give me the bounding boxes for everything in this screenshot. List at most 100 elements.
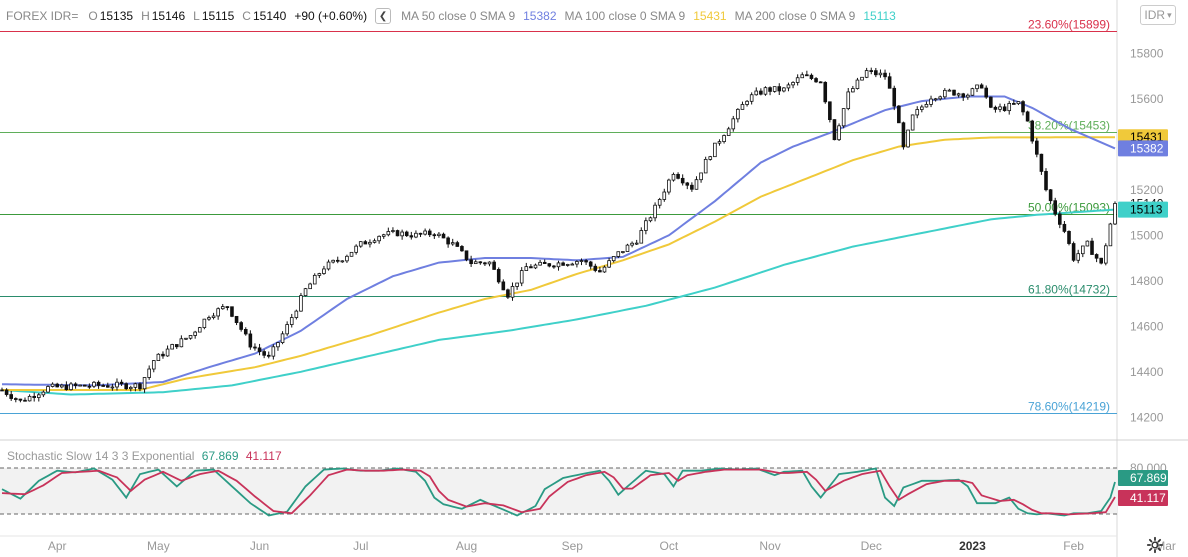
candle-body bbox=[763, 87, 768, 95]
ma200-label[interactable]: MA 200 close 0 SMA 9 bbox=[734, 9, 856, 23]
ma50-label[interactable]: MA 50 close 0 SMA 9 bbox=[401, 9, 516, 23]
candle-body bbox=[625, 244, 630, 252]
candle-body bbox=[349, 251, 354, 257]
candle-body bbox=[966, 94, 970, 98]
candle-body bbox=[262, 351, 266, 356]
candle-body bbox=[372, 240, 377, 243]
candle-body bbox=[340, 260, 345, 263]
stoch-label[interactable]: Stochastic Slow 14 3 3 Exponential bbox=[7, 449, 195, 463]
candle-body bbox=[1071, 243, 1076, 261]
candle-body bbox=[740, 104, 745, 110]
candle-body bbox=[708, 156, 713, 160]
candle-body bbox=[105, 385, 110, 388]
candle-body bbox=[1016, 101, 1021, 105]
candle-body bbox=[1025, 111, 1030, 122]
x-tick-label: Nov bbox=[759, 539, 780, 553]
candle-body bbox=[0, 389, 4, 392]
candle-body bbox=[225, 306, 230, 308]
candle-body bbox=[892, 87, 897, 107]
candle-body bbox=[998, 106, 1002, 110]
candle-body bbox=[676, 173, 680, 179]
candle-body bbox=[501, 281, 506, 291]
y-tick-label: 14800 bbox=[1130, 274, 1164, 288]
candle-body bbox=[179, 338, 184, 348]
symbol-name[interactable]: FOREX IDR= bbox=[6, 9, 79, 23]
candle-body bbox=[427, 230, 432, 236]
candle-body bbox=[299, 295, 303, 312]
candle-body bbox=[128, 386, 133, 390]
candle-body bbox=[814, 78, 818, 83]
candle-body bbox=[851, 88, 855, 93]
candle-body bbox=[9, 394, 13, 399]
candle-body bbox=[492, 261, 496, 270]
candle-body bbox=[326, 261, 331, 270]
candle-body bbox=[538, 261, 542, 266]
gear-icon[interactable] bbox=[1146, 536, 1164, 554]
open-value: 15135 bbox=[99, 9, 134, 23]
candle-body bbox=[363, 241, 368, 245]
candle-body bbox=[855, 79, 860, 89]
x-tick-label: Apr bbox=[48, 539, 67, 553]
candle-body bbox=[423, 230, 427, 235]
candle-body bbox=[759, 90, 763, 95]
candle-body bbox=[634, 242, 639, 245]
y-tick-label: 14400 bbox=[1130, 365, 1164, 379]
candle-body bbox=[602, 266, 607, 273]
candle-body bbox=[713, 142, 717, 158]
candle-body bbox=[92, 381, 96, 387]
candle-body bbox=[639, 230, 644, 244]
fib-level-label: 23.60%(15899) bbox=[1028, 18, 1110, 32]
x-tick-label: 2023 bbox=[959, 539, 986, 553]
candle-body bbox=[220, 306, 225, 310]
candle-body bbox=[170, 344, 174, 350]
chevron-down-icon: ▾ bbox=[1167, 9, 1172, 20]
chevron-left-icon[interactable]: ❮ bbox=[375, 8, 392, 24]
low-label: L bbox=[193, 9, 200, 23]
candle-body bbox=[588, 261, 593, 267]
fib-level-label: 61.80%(14732) bbox=[1028, 283, 1110, 297]
candle-body bbox=[55, 383, 59, 388]
candle-body bbox=[464, 250, 469, 261]
candle-body bbox=[432, 234, 437, 237]
candle-body bbox=[644, 220, 648, 231]
x-tick-label: Feb bbox=[1063, 539, 1084, 553]
candle-body bbox=[1062, 223, 1067, 232]
candle-body bbox=[575, 261, 579, 265]
candle-body bbox=[96, 381, 101, 386]
candle-body bbox=[147, 368, 151, 378]
currency-selector[interactable]: IDR ▾ bbox=[1140, 5, 1176, 25]
candle-body bbox=[202, 318, 207, 329]
candle-body bbox=[943, 89, 947, 98]
candle-body bbox=[133, 383, 138, 388]
candle-body bbox=[308, 283, 312, 290]
candle-body bbox=[717, 141, 722, 144]
candle-body bbox=[947, 89, 952, 92]
candle-body bbox=[276, 342, 280, 348]
candle-body bbox=[110, 386, 115, 389]
candle-body bbox=[257, 347, 262, 352]
candle-body bbox=[280, 333, 285, 343]
price-label-bg bbox=[1118, 140, 1168, 157]
candle-body bbox=[197, 327, 202, 333]
candle-body bbox=[722, 135, 726, 143]
high-value: 15146 bbox=[151, 9, 186, 23]
candle-body bbox=[791, 82, 795, 86]
candle-body bbox=[119, 381, 124, 385]
candle-body bbox=[211, 315, 216, 318]
candle-body bbox=[828, 101, 832, 120]
candle-body bbox=[289, 317, 294, 325]
candle-body bbox=[653, 204, 657, 219]
candle-body bbox=[230, 306, 234, 317]
candle-body bbox=[552, 265, 556, 268]
candle-body bbox=[193, 331, 197, 336]
candle-body bbox=[506, 289, 510, 298]
candle-body bbox=[818, 81, 823, 84]
candle-body bbox=[322, 268, 326, 274]
candle-body bbox=[795, 77, 800, 83]
ma100-label[interactable]: MA 100 close 0 SMA 9 bbox=[564, 9, 686, 23]
candle-body bbox=[979, 84, 984, 89]
candle-body bbox=[483, 262, 487, 265]
candle-body bbox=[248, 333, 253, 348]
candle-body bbox=[1108, 223, 1113, 247]
